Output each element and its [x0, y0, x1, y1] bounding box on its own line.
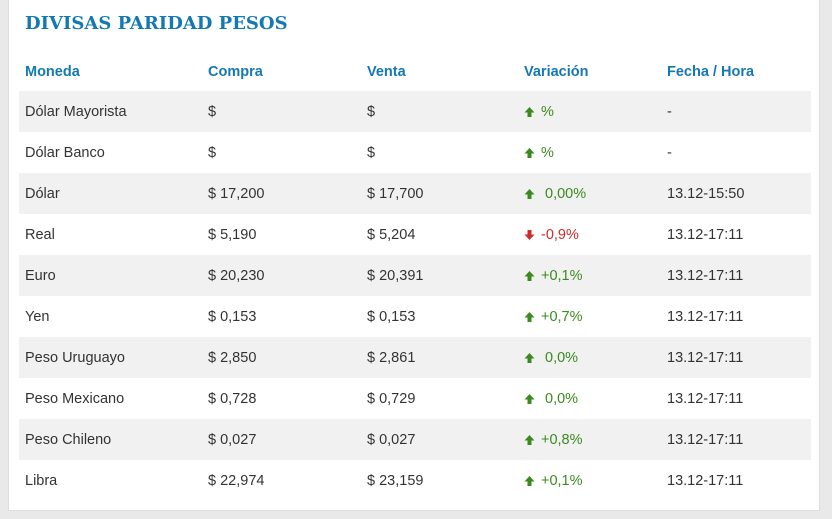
cell-venta: $ 0,729 [367, 390, 416, 407]
cell-venta: $ 0,153 [367, 308, 416, 325]
cell-fecha: 13.12-17:11 [667, 349, 744, 366]
cell-venta: $ 0,027 [367, 431, 416, 448]
cell-variacion: +0,1% [524, 255, 583, 296]
widget-title: DIVISAS PARIDAD PESOS [25, 13, 288, 34]
cell-compra: $ 0,728 [208, 390, 257, 407]
cell-variacion: +0,7% [524, 296, 583, 337]
variation-value: +0,8% [541, 431, 583, 448]
table-row: Peso Uruguayo $ 2,850 $ 2,861 0,0% 13.12… [19, 337, 811, 378]
arrow-up-icon [524, 434, 535, 445]
variation-value: -0,9% [541, 226, 579, 243]
cell-venta: $ 5,204 [367, 226, 416, 243]
cell-variacion: -0,9% [524, 214, 579, 255]
table-row: Dólar $ 17,200 $ 17,700 0,00% 13.12-15:5… [19, 173, 811, 214]
cell-variacion: +0,8% [524, 419, 583, 460]
cell-compra: $ 2,850 [208, 349, 257, 366]
cell-fecha: 13.12-15:50 [667, 185, 745, 202]
cell-compra: $ 20,230 [208, 267, 265, 284]
cell-variacion: 0,00% [524, 173, 586, 214]
cell-variacion: % [524, 91, 554, 132]
variation-value: % [541, 103, 554, 120]
variation-value: % [541, 144, 554, 161]
arrow-down-icon [524, 229, 535, 240]
cell-moneda: Dólar Mayorista [25, 103, 127, 120]
table-row: Yen $ 0,153 $ 0,153 +0,7% 13.12-17:11 [19, 296, 811, 337]
table-row: Dólar Banco $ $ % - [19, 132, 811, 173]
cell-moneda: Real [25, 226, 55, 243]
cell-variacion: 0,0% [524, 337, 578, 378]
cell-venta: $ 20,391 [367, 267, 424, 284]
table-row: Real $ 5,190 $ 5,204 -0,9% 13.12-17:11 [19, 214, 811, 255]
cell-fecha: 13.12-17:11 [667, 267, 744, 284]
arrow-up-icon [524, 147, 535, 158]
header-variacion: Variación [524, 64, 589, 80]
variation-value: +0,1% [541, 267, 583, 284]
cell-compra: $ [208, 103, 217, 120]
cell-fecha: - [667, 103, 672, 120]
cell-variacion: % [524, 132, 554, 173]
arrow-up-icon [524, 188, 535, 199]
cell-fecha: 13.12-17:11 [667, 390, 744, 407]
cell-moneda: Dólar [25, 185, 60, 202]
variation-value: +0,1% [541, 472, 583, 489]
arrow-up-icon [524, 106, 535, 117]
header-fecha: Fecha / Hora [667, 64, 755, 80]
currency-widget: DIVISAS PARIDAD PESOS Moneda Compra Vent… [8, 0, 820, 511]
arrow-up-icon [524, 475, 535, 486]
variation-value: 0,0% [541, 390, 579, 407]
variation-value: 0,0% [541, 349, 579, 366]
header-moneda: Moneda [25, 64, 80, 80]
cell-compra: $ 17,200 [208, 185, 265, 202]
cell-moneda: Euro [25, 267, 56, 284]
cell-fecha: 13.12-17:11 [667, 226, 744, 243]
cell-compra: $ 0,027 [208, 431, 257, 448]
cell-moneda: Peso Chileno [25, 431, 112, 448]
cell-moneda: Dólar Banco [25, 144, 105, 161]
cell-fecha: 13.12-17:11 [667, 431, 744, 448]
cell-compra: $ 22,974 [208, 472, 265, 489]
arrow-up-icon [524, 352, 535, 363]
cell-compra: $ 0,153 [208, 308, 257, 325]
cell-venta: $ 23,159 [367, 472, 424, 489]
cell-venta: $ 2,861 [367, 349, 416, 366]
arrow-up-icon [524, 311, 535, 322]
cell-venta: $ 17,700 [367, 185, 424, 202]
cell-venta: $ [367, 103, 376, 120]
table-row: Libra $ 22,974 $ 23,159 +0,1% 13.12-17:1… [19, 460, 811, 501]
cell-variacion: +0,1% [524, 460, 583, 501]
table-body: Dólar Mayorista $ $ % - Dólar Banco $ $ … [19, 91, 811, 501]
cell-moneda: Libra [25, 472, 58, 489]
cell-moneda: Peso Uruguayo [25, 349, 125, 366]
arrow-up-icon [524, 270, 535, 281]
cell-fecha: - [667, 144, 672, 161]
cell-moneda: Peso Mexicano [25, 390, 125, 407]
arrow-up-icon [524, 393, 535, 404]
header-compra: Compra [208, 64, 263, 80]
cell-moneda: Yen [25, 308, 50, 325]
cell-fecha: 13.12-17:11 [667, 472, 744, 489]
table-row: Euro $ 20,230 $ 20,391 +0,1% 13.12-17:11 [19, 255, 811, 296]
cell-compra: $ 5,190 [208, 226, 257, 243]
table-row: Peso Chileno $ 0,027 $ 0,027 +0,8% 13.12… [19, 419, 811, 460]
table-row: Peso Mexicano $ 0,728 $ 0,729 0,0% 13.12… [19, 378, 811, 419]
currency-table: Moneda Compra Venta Variación Fecha / Ho… [19, 53, 811, 501]
cell-fecha: 13.12-17:11 [667, 308, 744, 325]
variation-value: +0,7% [541, 308, 583, 325]
table-header: Moneda Compra Venta Variación Fecha / Ho… [19, 53, 811, 91]
table-row: Dólar Mayorista $ $ % - [19, 91, 811, 132]
header-venta: Venta [367, 64, 406, 80]
cell-compra: $ [208, 144, 217, 161]
variation-value: 0,00% [541, 185, 587, 202]
cell-variacion: 0,0% [524, 378, 578, 419]
cell-venta: $ [367, 144, 376, 161]
